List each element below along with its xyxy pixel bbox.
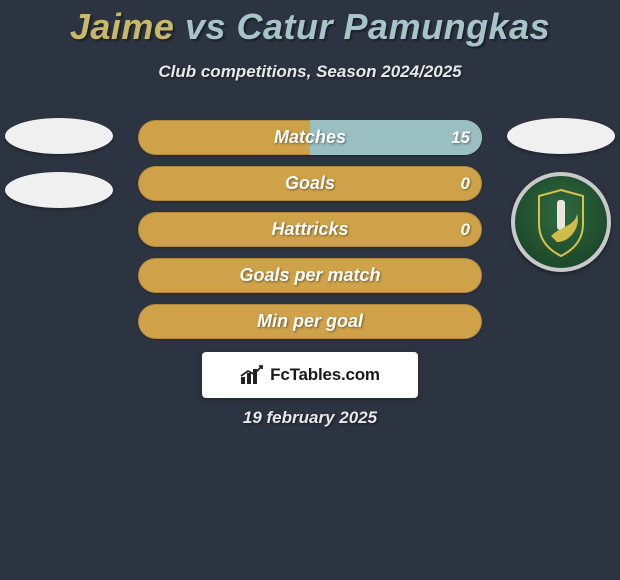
brand-box[interactable]: FcTables.com [202,352,418,398]
club-placeholder-icon [507,118,615,154]
comparison-title: Jaime vs Catur Pamungkas [0,0,620,48]
shield-icon [531,186,591,258]
stat-bar: Hattricks 0 [138,212,482,247]
stat-label: Hattricks [271,219,348,240]
stat-bar-fill [310,120,482,155]
bar-chart-icon [240,365,264,385]
stat-bar: Min per goal [138,304,482,339]
stat-bars: Matches15 Goals 0 Hattricks 0 Goals per match… [138,120,482,339]
stat-value-p2: 0 [461,174,470,194]
stat-value-p2: 0 [461,220,470,240]
left-club-column [4,118,114,208]
stat-bar: Matches15 [138,120,482,155]
footer-date: 19 february 2025 [0,408,620,428]
stat-bar: Goals 0 [138,166,482,201]
stat-label: Goals per match [239,265,380,286]
club-placeholder-icon [5,118,113,154]
brand-text: FcTables.com [270,365,380,385]
vs-text: vs [185,6,226,47]
player2-name: Catur Pamungkas [237,6,551,47]
club-badge-persebaya [511,172,611,272]
stat-label: Goals [285,173,335,194]
club-placeholder-icon [5,172,113,208]
player1-name: Jaime [70,6,175,47]
subtitle: Club competitions, Season 2024/2025 [0,62,620,82]
stat-label: Min per goal [257,311,363,332]
stat-bar: Goals per match [138,258,482,293]
right-club-column [506,118,616,272]
